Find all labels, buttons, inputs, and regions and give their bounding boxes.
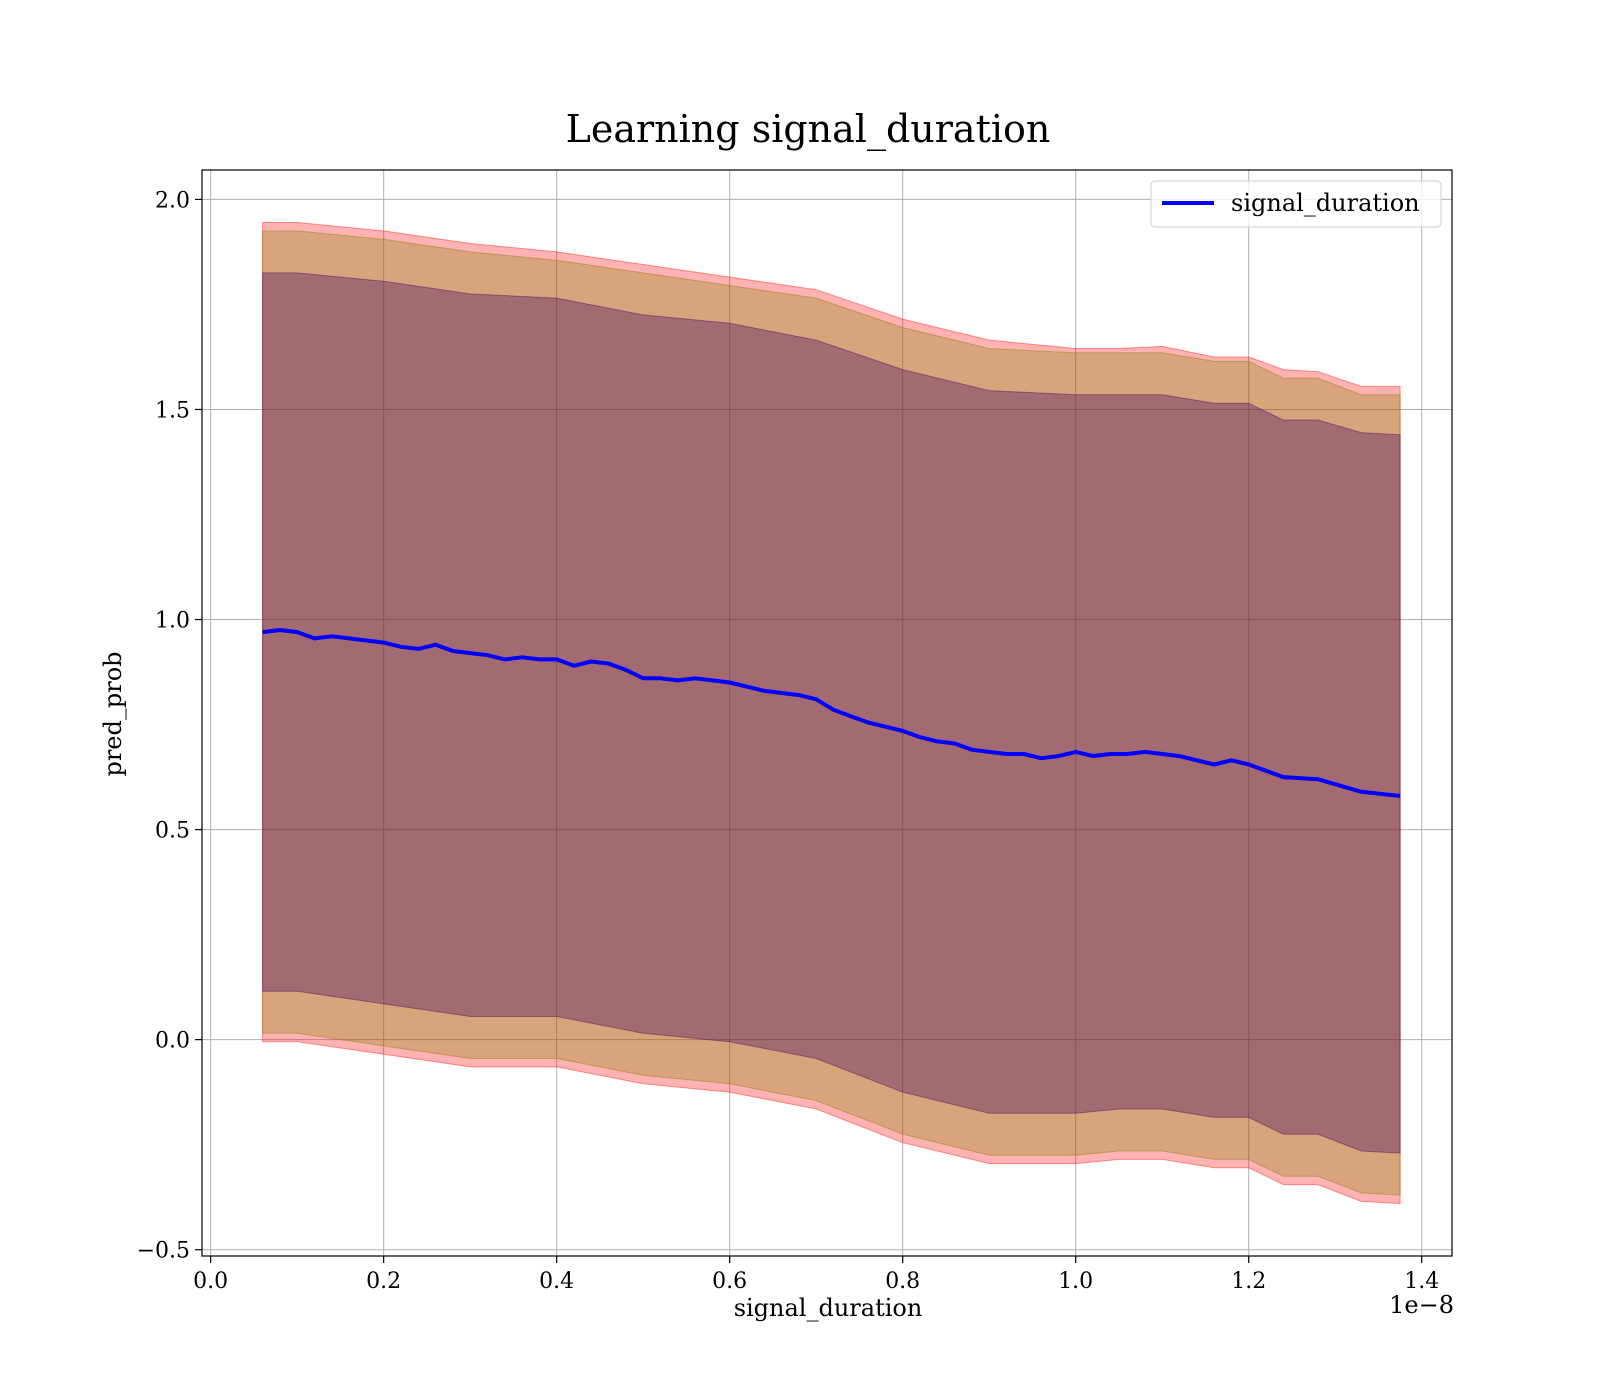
y-axis-label: pred_prob xyxy=(99,651,127,776)
x-tick-label: 1.0 xyxy=(1058,1269,1093,1294)
x-tick-label: 0.2 xyxy=(366,1269,401,1294)
x-axis-label: signal_duration xyxy=(734,1294,923,1322)
confidence-band-1 xyxy=(262,222,1401,1205)
x-tick-label: 0.8 xyxy=(885,1269,920,1294)
legend-box xyxy=(1150,180,1442,228)
chart-title: Learning signal_duration xyxy=(566,107,1051,152)
x-tick-label: 1.2 xyxy=(1231,1269,1266,1294)
x-tick-label: 0.6 xyxy=(712,1269,747,1294)
plot-area: 0.0 0.2 0.4 0.6 0.8 1.0 1.2 1.4−0.50.00.51.01.5… xyxy=(137,169,1453,1294)
x-axis-offset-label: 1e−8 xyxy=(1389,1291,1454,1319)
y-tick-label: 0.0 xyxy=(155,1029,190,1054)
y-tick-label: 1.0 xyxy=(155,609,190,634)
y-tick-label: 0.5 xyxy=(155,819,190,844)
series-line-signal-duration xyxy=(262,628,1401,798)
x-tick-label: 0.0 xyxy=(193,1269,228,1294)
x-tick-label: 0.4 xyxy=(539,1269,574,1294)
y-tick-label: 1.5 xyxy=(155,398,190,423)
plot-frame xyxy=(201,169,1453,1257)
y-tick-label: −0.5 xyxy=(137,1239,190,1264)
confidence-band-2 xyxy=(262,230,1401,1196)
legend-label-signal-duration: signal_duration xyxy=(1231,189,1420,217)
x-tick-label: 1.4 xyxy=(1404,1269,1439,1294)
confidence-band-3 xyxy=(262,272,1401,1154)
y-tick-label: 2.0 xyxy=(155,188,190,213)
legend: signal_duration xyxy=(1150,180,1442,228)
